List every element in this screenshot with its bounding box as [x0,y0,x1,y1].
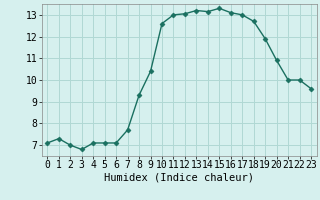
X-axis label: Humidex (Indice chaleur): Humidex (Indice chaleur) [104,173,254,183]
